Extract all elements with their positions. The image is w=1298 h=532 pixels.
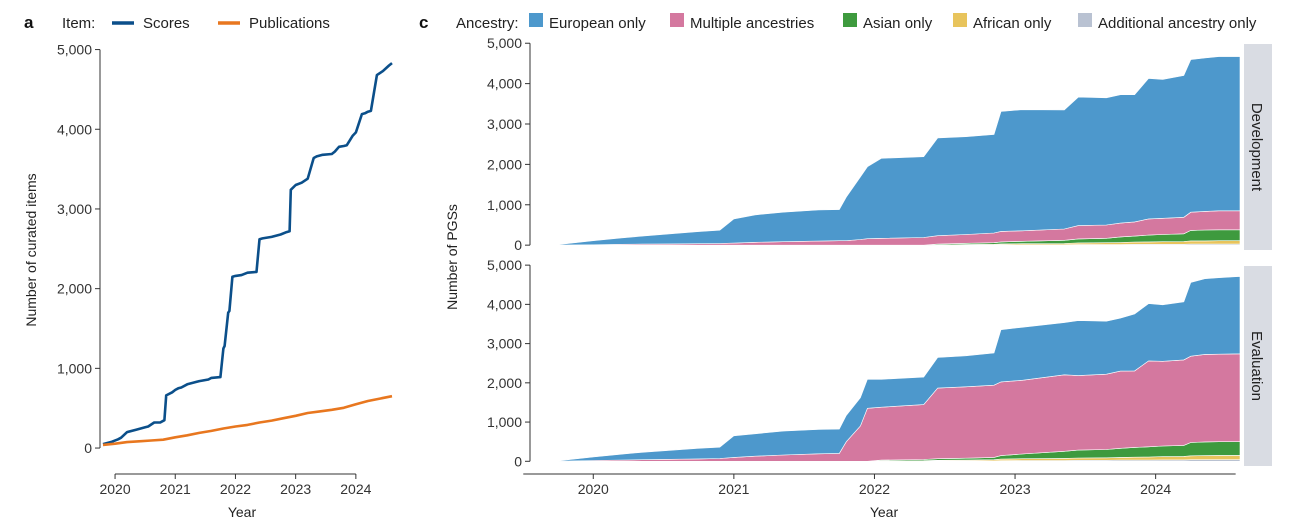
panel-c-legend-swatch	[953, 13, 967, 27]
panel-c-ytick-label: 2,000	[487, 375, 522, 391]
panel-c-ytick-label: 3,000	[487, 336, 522, 352]
panel-c-legend-swatch	[529, 13, 543, 27]
panel-c-area-european-only	[557, 276, 1241, 462]
panel-c-letter: c	[419, 13, 428, 32]
panel-c-facet-label: Evaluation	[1248, 331, 1265, 401]
panel-c-ytick-label: 0	[514, 453, 522, 469]
panel-c-area-european-only	[557, 56, 1241, 246]
panel-c-xtick-label: 2020	[578, 481, 609, 497]
panel-a-ytick-label: 1,000	[57, 360, 92, 376]
panel-a-xtick-label: 2021	[160, 481, 191, 497]
panel-c-legend-label: Multiple ancestries	[690, 15, 814, 32]
panel-a-xtick-label: 2022	[220, 481, 251, 497]
panel-a-ytick-label: 5,000	[57, 42, 92, 58]
panel-c-legend-label: European only	[549, 15, 646, 32]
panel-c-xtick-label: 2021	[718, 481, 749, 497]
panel-c-ytick-label: 1,000	[487, 197, 522, 213]
panel-a-xlabel: Year	[228, 504, 257, 520]
panel-a-ylabel: Number of curated items	[23, 173, 39, 326]
panel-a-ytick-label: 4,000	[57, 121, 92, 137]
panel-c-facet-strip	[1244, 266, 1272, 466]
panel-c-legend: European only Multiple ancestries Asian on…	[529, 13, 1257, 32]
panel-a-legend-title: Item:	[62, 15, 95, 32]
panel-a-legend-label: Scores	[143, 15, 190, 32]
panel-c-ylabel: Number of PGSs	[444, 204, 460, 310]
panel-a-xtick-label: 2023	[280, 481, 311, 497]
panel-c-legend-swatch	[670, 13, 684, 27]
panel-a-xtick-label: 2020	[99, 481, 130, 497]
panel-c-legend-swatch	[1078, 13, 1092, 27]
panel-a-letter: a	[24, 13, 34, 32]
panel-a-series-line-publications	[102, 394, 393, 447]
panel-c-legend-label: Additional ancestry only	[1098, 15, 1257, 32]
panel-a-legend: Scores Publications	[112, 15, 330, 32]
panel-c-legend-label: Asian only	[863, 15, 933, 32]
panel-c-plot: 0 1,000 2,000 3,000 4,000 5,000 Development 0 1,…	[487, 35, 1272, 497]
panel-c-ytick-label: 0	[514, 237, 522, 253]
panel-c-ytick-label: 3,000	[487, 116, 522, 132]
panel-a-ytick-label: 3,000	[57, 201, 92, 217]
panel-a-xtick-label: 2024	[340, 481, 371, 497]
panel-a-series-line-scores	[102, 62, 393, 446]
panel-c-area-multiple-ancestries	[557, 353, 1241, 462]
panel-c-ytick-label: 2,000	[487, 156, 522, 172]
panel-a-legend-label: Publications	[249, 15, 330, 32]
panel-c-legend-title: Ancestry:	[456, 15, 519, 32]
panel-c-legend-label: African only	[973, 15, 1052, 32]
panel-c-facet-label: Development	[1248, 103, 1265, 192]
panel-c-facet-development: 0 1,000 2,000 3,000 4,000 5,000 Development	[487, 35, 1272, 253]
panel-c-ytick-label: 4,000	[487, 296, 522, 312]
panel-c-legend-swatch	[843, 13, 857, 27]
panel-a-plot: 0 1,000 2,000 3,000 4,000 5,000 2020 2021 2022 20…	[57, 42, 393, 497]
panel-c-ytick-label: 5,000	[487, 257, 522, 273]
panel-c-xtick-label: 2022	[859, 481, 890, 497]
panel-c-facet-evaluation: 0 1,000 2,000 3,000 4,000 5,000 Evaluation	[487, 257, 1272, 469]
panel-c-facet-strip	[1244, 44, 1272, 250]
panel-c-ytick-label: 4,000	[487, 76, 522, 92]
panel-c-xtick-label: 2023	[999, 481, 1030, 497]
panel-c-xtick-label: 2024	[1140, 481, 1171, 497]
panel-a-ytick-label: 0	[84, 440, 92, 456]
panel-c-ytick-label: 1,000	[487, 414, 522, 430]
panel-a-ytick-label: 2,000	[57, 281, 92, 297]
panel-c-ytick-label: 5,000	[487, 35, 522, 51]
panel-c-xlabel: Year	[870, 504, 899, 520]
